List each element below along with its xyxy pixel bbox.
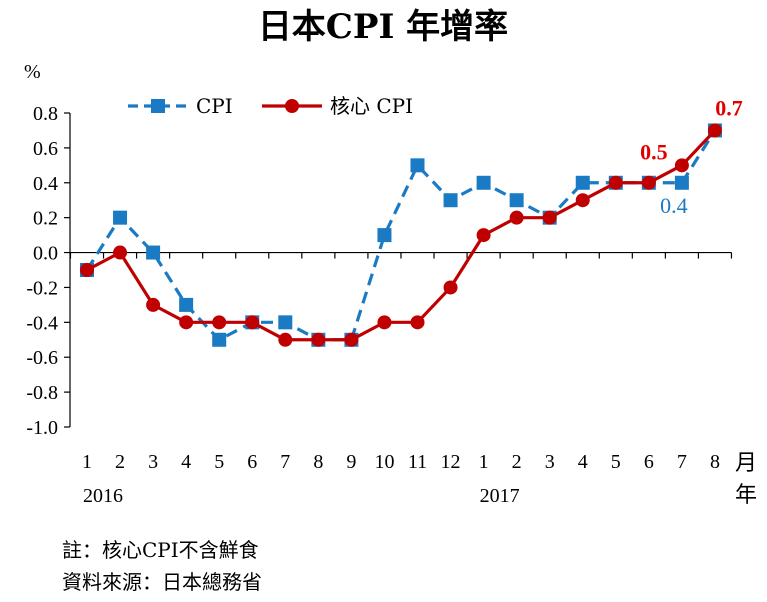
core-cpi-point: [212, 315, 227, 330]
core-cpi-point: [476, 228, 491, 243]
core-cpi-point: [113, 245, 128, 260]
x-tick-label: 10: [374, 451, 394, 473]
core-cpi-point: [608, 175, 623, 190]
y-tick-label: 0.8: [33, 103, 58, 125]
core-cpi-point: [674, 158, 689, 173]
x-tick-label: 12: [441, 451, 461, 473]
cpi-point: [443, 193, 458, 208]
data-label: 0.7: [715, 95, 743, 120]
x-tick-label: 6: [644, 451, 654, 473]
x-axis-label-year: 年: [735, 483, 757, 508]
y-tick-label: 0.2: [33, 208, 58, 230]
legend-cpi-label: CPI: [196, 94, 233, 118]
year-label: 2016: [83, 485, 123, 507]
year-label: 2017: [480, 485, 520, 507]
x-tick-label: 11: [408, 451, 427, 473]
y-tick-label: -0.2: [26, 277, 58, 299]
core-cpi-point: [707, 123, 722, 138]
y-axis-unit: %: [24, 61, 41, 83]
core-cpi-point: [575, 193, 590, 208]
x-tick-label: 2: [115, 451, 125, 473]
core-cpi-point: [245, 315, 260, 330]
cpi-point: [113, 210, 128, 225]
chart-title: 日本CPI 年增率: [258, 7, 508, 47]
x-tick-label: 3: [545, 451, 555, 473]
core-cpi-point: [146, 297, 161, 312]
x-tick-label: 5: [214, 451, 224, 473]
y-tick-label: -0.6: [26, 347, 58, 369]
y-tick-label: 0.0: [33, 243, 58, 265]
note-source: 資料來源：日本總務省: [62, 570, 262, 594]
core-cpi-point: [410, 315, 425, 330]
x-tick-label: 5: [611, 451, 621, 473]
core-cpi-point: [509, 210, 524, 225]
y-tick-label: -1.0: [26, 417, 58, 439]
legend-core-cpi-label: 核心 CPI: [330, 94, 413, 118]
core-cpi-point: [311, 332, 326, 347]
legend-core-cpi-marker: [285, 99, 299, 113]
cpi-point: [179, 297, 194, 312]
core-cpi-point: [641, 175, 656, 190]
core-cpi-point: [80, 263, 94, 277]
y-tick-label: -0.4: [26, 312, 58, 334]
x-tick-label: 1: [479, 451, 489, 473]
cpi-point: [476, 175, 491, 190]
x-axis-label-month: 月: [735, 451, 757, 476]
core-cpi-point: [377, 315, 392, 330]
x-tick-label: 3: [148, 451, 158, 473]
legend-cpi-marker: [151, 99, 165, 113]
x-tick-label: 1: [82, 451, 92, 473]
x-tick-label: 7: [280, 451, 290, 473]
note-core-cpi: 註：核心CPI不含鮮食: [62, 538, 259, 562]
x-tick-label: 2: [512, 451, 522, 473]
cpi-point: [674, 175, 689, 190]
core-cpi-point: [278, 332, 293, 347]
core-cpi-point: [443, 280, 458, 295]
data-label: 0.4: [660, 193, 688, 218]
cpi-point: [575, 175, 590, 190]
x-tick-label: 6: [247, 451, 257, 473]
data-label: 0.5: [640, 139, 668, 164]
core-cpi-point: [179, 315, 194, 330]
cpi-point: [278, 315, 293, 330]
x-tick-label: 8: [313, 451, 323, 473]
cpi-point: [509, 193, 524, 208]
y-tick-label: 0.6: [33, 138, 58, 160]
y-tick-label: 0.4: [33, 173, 58, 195]
cpi-point: [146, 245, 161, 260]
x-tick-label: 8: [710, 451, 720, 473]
x-tick-label: 4: [181, 451, 191, 473]
cpi-point: [410, 158, 425, 173]
core-cpi-point: [542, 210, 557, 225]
y-tick-label: -0.8: [26, 382, 58, 404]
x-tick-label: 7: [677, 451, 687, 473]
x-tick-label: 4: [578, 451, 588, 473]
cpi-point: [212, 332, 227, 347]
core-cpi-point: [344, 332, 359, 347]
cpi-point: [377, 228, 392, 243]
x-tick-label: 9: [346, 451, 356, 473]
